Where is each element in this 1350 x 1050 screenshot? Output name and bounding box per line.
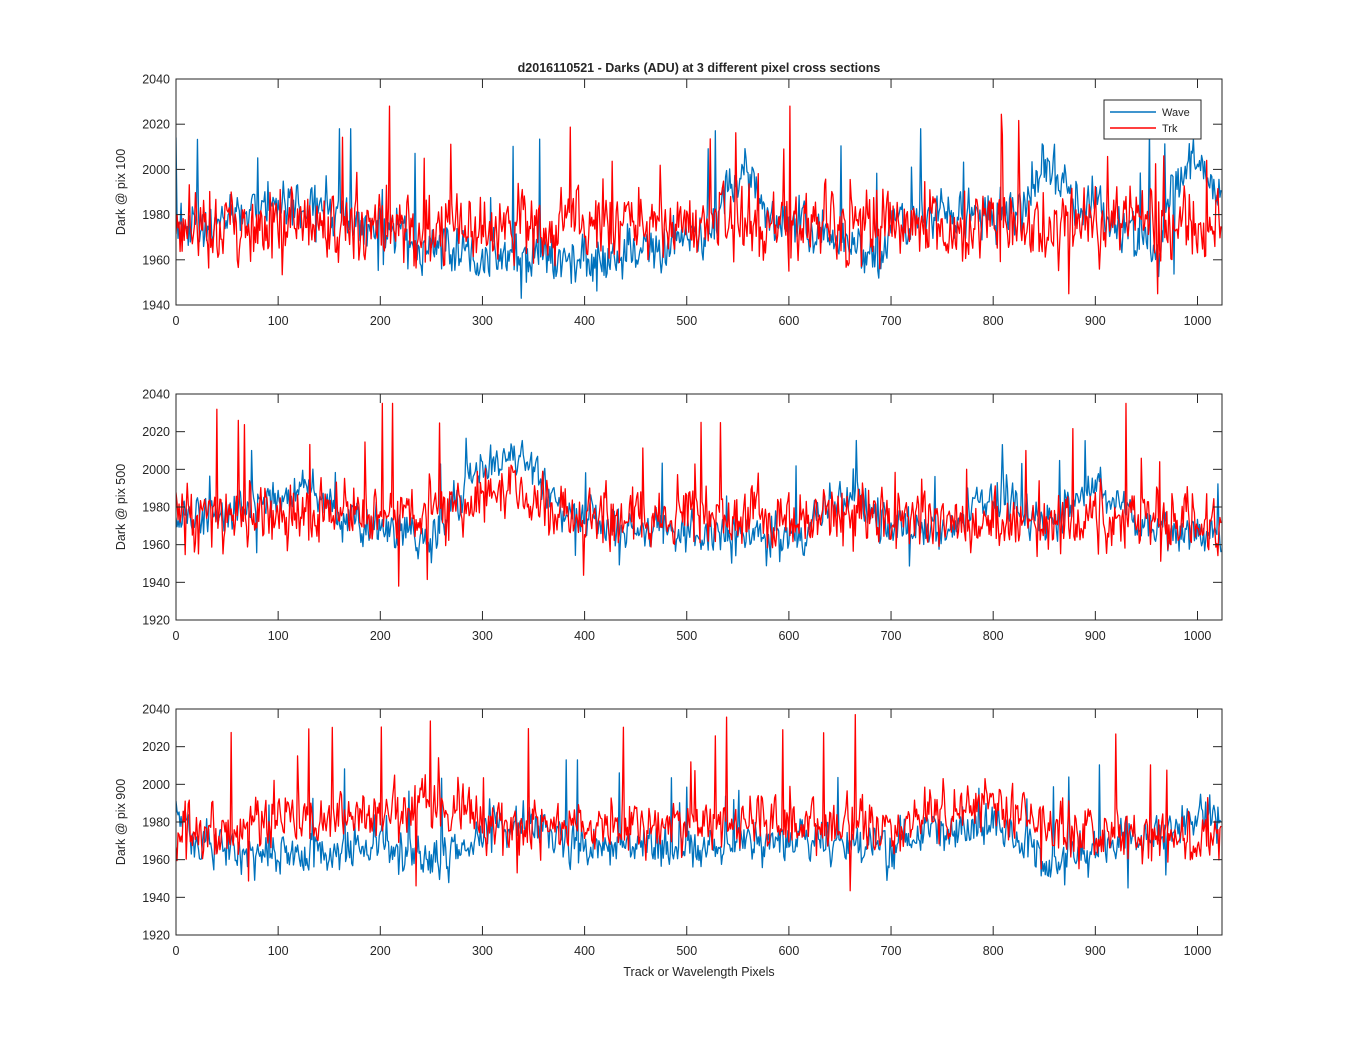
y-tick-label: 1940 <box>142 299 170 313</box>
x-tick-label: 700 <box>881 314 902 328</box>
x-tick-label: 1000 <box>1184 629 1212 643</box>
y-tick-label: 2000 <box>142 463 170 477</box>
x-tick-label: 200 <box>370 629 391 643</box>
y-tick-label: 2000 <box>142 778 170 792</box>
y-tick-label: 2020 <box>142 118 170 132</box>
y-axis-label: Dark @ pix 900 <box>114 779 128 865</box>
y-tick-label: 1960 <box>142 853 170 867</box>
x-tick-label: 800 <box>983 629 1004 643</box>
y-tick-label: 2040 <box>142 73 170 87</box>
y-tick-label: 1980 <box>142 501 170 515</box>
x-tick-label: 500 <box>676 314 697 328</box>
x-tick-label: 400 <box>574 944 595 958</box>
x-tick-label: 500 <box>676 944 697 958</box>
x-tick-label: 1000 <box>1184 944 1212 958</box>
x-tick-label: 300 <box>472 629 493 643</box>
y-tick-label: 1960 <box>142 538 170 552</box>
y-tick-label: 2040 <box>142 703 170 717</box>
y-tick-label: 1920 <box>142 614 170 628</box>
series-line-trk <box>176 105 1222 295</box>
x-tick-label: 200 <box>370 944 391 958</box>
legend[interactable]: Wave Trk <box>1103 99 1202 140</box>
x-tick-label: 0 <box>173 629 180 643</box>
x-tick-label: 800 <box>983 944 1004 958</box>
x-tick-label: 0 <box>173 314 180 328</box>
chart-title: d2016110521 - Darks (ADU) at 3 different… <box>518 61 881 75</box>
y-tick-label: 1940 <box>142 576 170 590</box>
legend-box <box>1103 99 1202 140</box>
x-tick-label: 100 <box>268 944 289 958</box>
x-tick-label: 600 <box>778 629 799 643</box>
x-tick-label: 400 <box>574 314 595 328</box>
axes-pix-500: 0 100 200 300 400 500 600 700 800 900 1000 1920 1940… <box>114 388 1223 643</box>
x-tick-label: 800 <box>983 314 1004 328</box>
x-tick-label: 500 <box>676 629 697 643</box>
plot-area <box>176 79 1222 305</box>
x-tick-label: 700 <box>881 944 902 958</box>
x-tick-label: 1000 <box>1184 314 1212 328</box>
plot-area <box>176 709 1222 935</box>
series-line-trk <box>176 714 1222 892</box>
y-tick-label: 1920 <box>142 929 170 943</box>
axes-box <box>175 78 1223 306</box>
y-axis-label: Dark @ pix 100 <box>114 149 128 235</box>
y-axis-label: Dark @ pix 500 <box>114 464 128 550</box>
series-line-wave <box>176 759 1222 889</box>
x-tick-label: 900 <box>1085 944 1106 958</box>
x-tick-label: 600 <box>778 944 799 958</box>
y-tick-label: 1980 <box>142 208 170 222</box>
x-tick-label: 400 <box>574 629 595 643</box>
x-tick-label: 100 <box>268 629 289 643</box>
axes-pix-100: 0 100 200 300 400 500 600 700 800 900 1000 1940 1960… <box>114 73 1223 328</box>
y-tick-label: 1960 <box>142 253 170 267</box>
y-tick-label: 2000 <box>142 163 170 177</box>
x-axis-label: Track or Wavelength Pixels <box>623 965 774 979</box>
x-tick-label: 300 <box>472 944 493 958</box>
series-line-trk <box>176 402 1222 587</box>
x-tick-label: 700 <box>881 629 902 643</box>
x-tick-label: 100 <box>268 314 289 328</box>
y-tick-label: 2020 <box>142 425 170 439</box>
y-tick-label: 1980 <box>142 816 170 830</box>
legend-label-wave: Wave <box>1162 107 1190 119</box>
x-tick-label: 0 <box>173 944 180 958</box>
x-tick-label: 900 <box>1085 629 1106 643</box>
y-tick-label: 1940 <box>142 891 170 905</box>
y-tick-label: 2040 <box>142 388 170 402</box>
x-tick-label: 300 <box>472 314 493 328</box>
x-tick-label: 900 <box>1085 314 1106 328</box>
axes-pix-900: 0 100 200 300 400 500 600 700 800 900 1000 1920 1940… <box>114 703 1223 958</box>
x-tick-label: 200 <box>370 314 391 328</box>
y-tick-label: 2020 <box>142 740 170 754</box>
legend-label-trk: Trk <box>1162 123 1178 135</box>
x-tick-label: 600 <box>778 314 799 328</box>
